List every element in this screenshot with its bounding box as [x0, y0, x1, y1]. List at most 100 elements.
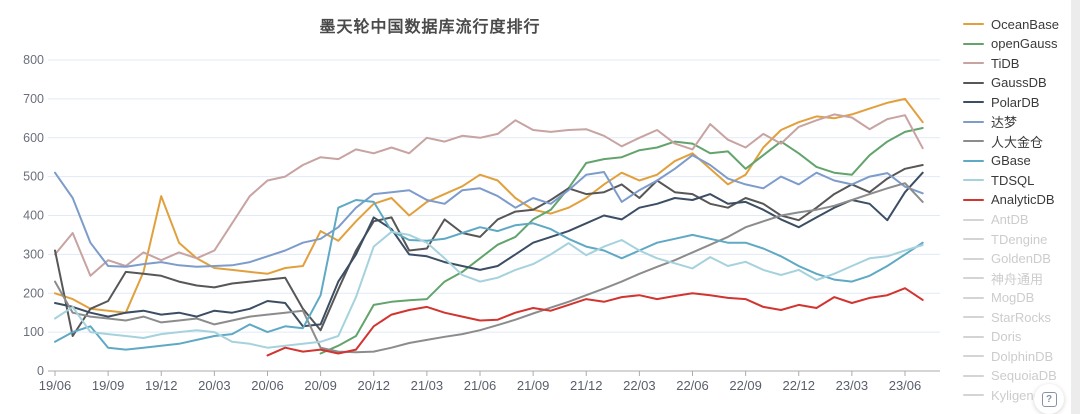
- legend-line-swatch: [963, 62, 984, 65]
- legend-line-swatch: [963, 159, 984, 162]
- legend-item-SequoiaDB[interactable]: SequoiaDB: [963, 368, 1057, 384]
- legend-line-swatch: [963, 101, 984, 104]
- y-axis-tick-label: 500: [23, 170, 44, 184]
- legend-item-label: 达梦: [991, 115, 1018, 131]
- x-axis-tick-label: 19/09: [92, 378, 125, 393]
- legend-item-label: GBase: [991, 153, 1031, 169]
- series-line-openGauss[interactable]: [319, 127, 924, 355]
- legend-item-GBase[interactable]: GBase: [963, 153, 1031, 169]
- legend-line-swatch: [963, 277, 984, 280]
- question-mark-icon: ?: [1041, 391, 1057, 407]
- y-axis-tick-label: 200: [23, 286, 44, 300]
- legend-item-StarRocks[interactable]: StarRocks: [963, 309, 1051, 325]
- legend-item-label: SequoiaDB: [991, 368, 1057, 384]
- legend-item-AntDB[interactable]: AntDB: [963, 212, 1029, 228]
- series-line-OceanBase[interactable]: [54, 97, 924, 314]
- legend-item-神舟通用[interactable]: 神舟通用: [963, 270, 1044, 287]
- y-axis-tick-label: 400: [23, 209, 44, 223]
- x-axis-tick-label: 20/12: [357, 378, 390, 393]
- legend-line-swatch: [963, 316, 984, 319]
- legend-item-Kyligence[interactable]: Kyligence: [963, 387, 1047, 403]
- legend-line-swatch: [963, 296, 984, 299]
- legend-line-swatch: [963, 257, 984, 260]
- legend-item-label: AntDB: [991, 212, 1029, 227]
- legend-item-TDengine[interactable]: TDengine: [963, 231, 1047, 247]
- legend-item-label: TiDB: [991, 55, 1020, 71]
- legend-item-label: DolphinDB: [991, 348, 1054, 364]
- x-axis-tick-label: 19/12: [145, 378, 178, 393]
- series-line-TDSQL[interactable]: [54, 230, 924, 349]
- legend-item-MogDB[interactable]: MogDB: [963, 290, 1034, 306]
- legend-line-swatch: [963, 218, 984, 221]
- x-axis-tick-label: 22/03: [623, 378, 656, 393]
- x-axis-tick-label: 21/06: [464, 378, 497, 393]
- legend-item-label: StarRocks: [991, 309, 1051, 325]
- x-axis-tick-label: 23/06: [889, 378, 922, 393]
- legend-item-label: TDSQL: [991, 172, 1035, 188]
- legend-line-swatch: [963, 42, 984, 45]
- x-axis-tick-label: 22/06: [676, 378, 709, 393]
- legend-item-label: 神舟通用: [991, 271, 1044, 287]
- legend-line-swatch: [963, 394, 984, 397]
- y-axis-tick-label: 100: [23, 325, 44, 339]
- y-axis-tick-label: 300: [23, 247, 44, 261]
- legend-line-swatch: [963, 335, 984, 338]
- legend-item-label: Kyligence: [991, 387, 1048, 403]
- legend-item-label: 人大金仓: [991, 134, 1044, 150]
- x-axis-tick-label: 20/09: [304, 378, 337, 393]
- legend-line-swatch: [963, 81, 984, 84]
- series-line-GBase[interactable]: [54, 199, 924, 351]
- chart-title: 墨天轮中国数据库流行度排行: [319, 19, 541, 36]
- legend-item-TDSQL[interactable]: TDSQL: [963, 172, 1034, 188]
- x-axis-tick-label: 21/03: [411, 378, 444, 393]
- x-axis-tick-label: 21/09: [517, 378, 550, 393]
- legend-item-label: OceanBase: [991, 16, 1059, 32]
- legend-line-swatch: [963, 120, 984, 123]
- legend-item-label: Doris: [991, 329, 1022, 345]
- legend-item-label: MogDB: [991, 290, 1035, 306]
- legend-item-label: GaussDB: [991, 75, 1047, 91]
- x-axis-tick-label: 19/06: [39, 378, 72, 393]
- x-axis-tick-label: 22/12: [782, 378, 815, 393]
- legend-item-GaussDB[interactable]: GaussDB: [963, 75, 1047, 91]
- series-line-达梦[interactable]: [54, 154, 924, 268]
- y-axis-tick-label: 0: [37, 364, 44, 378]
- legend-line-swatch: [963, 374, 984, 377]
- legend-item-label: AnalyticDB: [991, 192, 1055, 208]
- legend-item-达梦[interactable]: 达梦: [963, 114, 1017, 130]
- legend-item-label: TDengine: [991, 231, 1048, 247]
- series-line-AnalyticDB[interactable]: [266, 287, 924, 357]
- y-axis-tick-label: 800: [23, 53, 44, 67]
- legend-item-人大金仓[interactable]: 人大金仓: [963, 133, 1044, 150]
- series-line-人大金仓[interactable]: [54, 182, 924, 354]
- x-axis-tick-label: 23/03: [836, 378, 869, 393]
- right-edge-strip: [1071, 0, 1080, 414]
- legend-item-AnalyticDB[interactable]: AnalyticDB: [963, 192, 1055, 208]
- help-button[interactable]: ?: [1034, 384, 1064, 414]
- legend-item-PolarDB[interactable]: PolarDB: [963, 94, 1039, 110]
- y-axis-tick-label: 600: [23, 131, 44, 145]
- legend-item-label: PolarDB: [991, 94, 1040, 110]
- legend-line-swatch: [963, 23, 984, 25]
- x-axis-tick-label: 20/06: [251, 378, 284, 393]
- legend-item-DolphinDB[interactable]: DolphinDB: [963, 348, 1053, 364]
- legend-line-swatch: [963, 179, 984, 182]
- legend-item-openGauss[interactable]: openGauss: [963, 36, 1058, 52]
- legend-line-swatch: [963, 238, 984, 241]
- legend-item-TiDB[interactable]: TiDB: [963, 55, 1019, 71]
- legend-item-OceanBase[interactable]: OceanBase: [963, 16, 1059, 32]
- series-line-TiDB[interactable]: [54, 113, 924, 277]
- legend-item-label: GoldenDB: [991, 251, 1051, 267]
- legend-item-label: openGauss: [991, 36, 1058, 52]
- series-line-PolarDB[interactable]: [54, 171, 924, 328]
- legend-line-swatch: [963, 198, 984, 201]
- legend-line-swatch: [963, 355, 984, 358]
- x-axis-tick-label: 20/03: [198, 378, 231, 393]
- x-axis-tick-label: 21/12: [570, 378, 603, 393]
- legend-item-Doris[interactable]: Doris: [963, 329, 1021, 345]
- y-axis-tick-label: 700: [23, 92, 44, 106]
- x-axis-tick-label: 22/09: [729, 378, 762, 393]
- legend-item-GoldenDB[interactable]: GoldenDB: [963, 251, 1051, 267]
